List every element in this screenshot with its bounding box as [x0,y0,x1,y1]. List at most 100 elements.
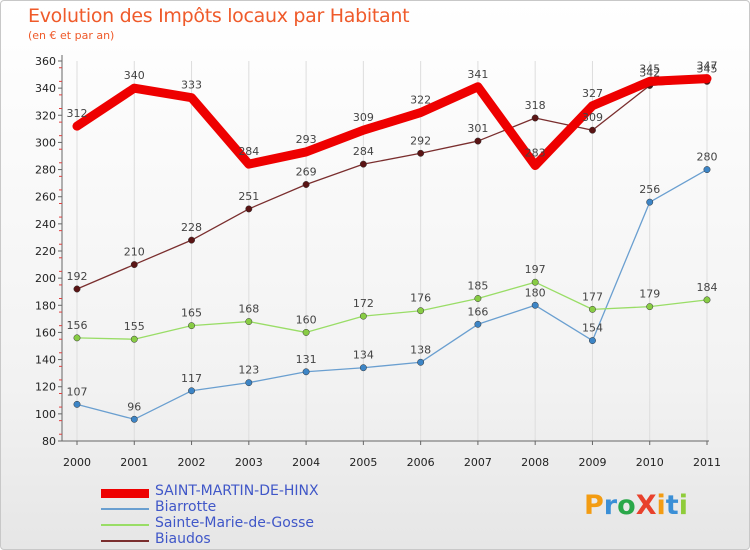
legend-label: SAINT-MARTIN-DE-HINX [155,483,319,499]
data-point [646,303,654,311]
data-point [531,278,539,286]
series-line [76,80,708,290]
data-point [474,137,482,145]
x-tick-label: 2008 [521,456,549,469]
x-tick-label: 2010 [636,456,664,469]
y-tick-label: 300 [35,136,56,149]
data-label: 340 [124,69,145,82]
data-label: 318 [525,99,546,112]
data-label: 293 [296,133,317,146]
y-tick-label: 280 [35,164,56,177]
data-label: 228 [181,221,202,234]
y-tick-label: 240 [35,218,56,231]
x-tick-label: 2011 [693,456,721,469]
data-label: 347 [697,60,718,73]
data-point [245,205,253,213]
data-point [188,236,195,244]
data-label: 155 [124,320,145,333]
data-label: 197 [525,263,546,276]
data-point [245,318,253,326]
data-label: 160 [296,313,317,326]
data-point [474,295,482,302]
data-point [417,307,425,315]
data-point [245,379,253,387]
data-label: 177 [582,290,603,303]
data-point [359,364,367,372]
data-point [302,328,310,336]
data-label: 341 [467,68,488,81]
x-tick-label: 2004 [292,456,320,469]
data-point [589,337,596,345]
data-label: 269 [296,166,317,179]
data-label: 166 [467,305,488,318]
y-tick-label: 120 [35,381,56,394]
data-label: 280 [697,151,718,164]
data-point [302,368,310,376]
data-point [130,261,138,269]
y-tick-label: 160 [35,326,56,339]
data-label: 172 [353,297,374,310]
data-point [703,166,711,174]
data-label: 134 [353,349,374,362]
legend-swatch [101,508,149,510]
data-point [703,296,711,304]
data-label: 333 [181,79,202,92]
proxiti-logo: ProXiti [584,490,688,521]
data-label: 309 [353,111,374,124]
y-tick-label: 220 [35,245,56,258]
data-label: 345 [639,62,660,75]
data-point [188,387,195,395]
legend-swatch [101,488,149,498]
data-point [531,114,539,122]
x-tick-label: 2006 [407,456,435,469]
data-point [73,334,81,342]
y-tick-label: 260 [35,191,56,204]
data-label: 312 [67,107,88,120]
data-label: 96 [127,400,141,413]
data-label: 185 [467,280,488,293]
data-point [73,285,81,293]
legend-swatch [101,524,149,526]
data-label: 138 [410,343,431,356]
data-point [531,301,539,309]
data-label: 180 [525,286,546,299]
data-label: 117 [181,372,202,385]
data-label: 256 [639,183,660,196]
y-tick-label: 80 [42,435,56,448]
data-label: 184 [697,281,718,294]
x-tick-label: 2000 [63,456,91,469]
y-tick-label: 360 [35,55,56,68]
x-tick-label: 2005 [349,456,377,469]
data-label: 165 [181,307,202,320]
data-label: 345 [697,62,718,75]
y-tick-label: 140 [35,354,56,367]
y-tick-label: 180 [35,299,56,312]
data-label: 123 [238,364,259,377]
data-point [417,358,425,366]
data-point [646,198,654,206]
data-label: 284 [353,145,374,158]
chart-subtitle: (en € et par an) [28,29,115,42]
data-label: 342 [639,66,660,79]
data-label: 322 [410,94,431,107]
series-line [76,281,708,340]
legend-label: Sainte-Marie-de-Gosse [155,515,315,531]
data-label: 284 [238,145,259,158]
data-point [589,305,596,313]
data-label: 283 [525,147,546,160]
y-tick-label: 100 [35,408,56,421]
series-line [72,74,712,170]
data-label: 301 [467,122,488,135]
data-point [417,149,425,157]
x-tick-label: 2009 [578,456,606,469]
data-point [130,335,138,343]
legend-label: Biarrotte [155,499,217,515]
data-point [188,322,195,330]
data-label: 251 [238,190,259,203]
data-point [359,312,367,320]
data-label: 179 [639,288,660,301]
data-label: 107 [67,385,88,398]
y-tick-label: 340 [35,82,56,95]
